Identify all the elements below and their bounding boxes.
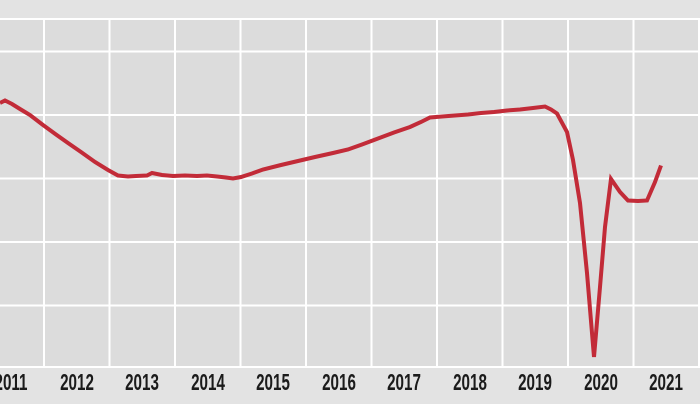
data-line: [0, 98, 663, 358]
plot-area: [0, 20, 700, 366]
